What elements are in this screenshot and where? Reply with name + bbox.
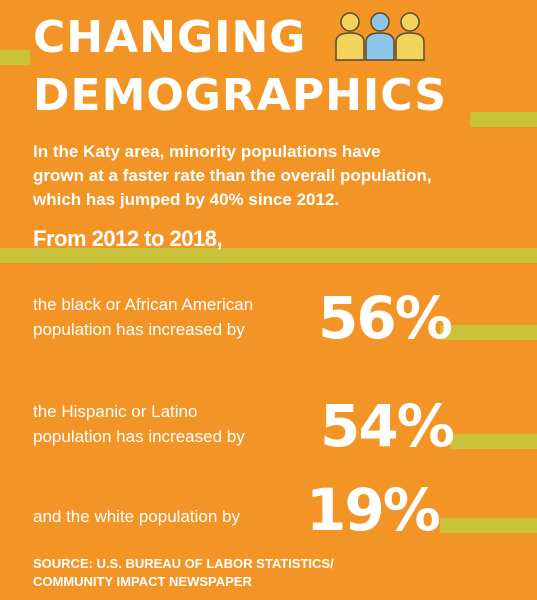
stat-text: population has increased by	[33, 320, 245, 339]
stripe	[0, 50, 30, 65]
intro-text: which has jumped by 40% since 2012.	[33, 190, 340, 209]
source: COMMUNITY IMPACT NEWSPAPER	[33, 574, 252, 589]
title: CHANGING	[33, 12, 307, 63]
stripe	[440, 518, 537, 533]
stat-text: the black or African American	[33, 295, 254, 314]
intro-text: In the Katy area, minority populations h…	[33, 142, 381, 161]
stripe	[450, 434, 537, 449]
title: DEMOGRAPHICS	[33, 70, 448, 121]
stat-text: the Hispanic or Latino	[33, 402, 198, 421]
stat-figure: 56%	[318, 284, 453, 352]
source: SOURCE: U.S. BUREAU OF LABOR STATISTICS/	[33, 556, 334, 571]
stat-text: and the white population by	[33, 507, 240, 526]
period: From 2012 to 2018,	[33, 226, 223, 251]
stat-text: population has increased by	[33, 427, 245, 446]
people-icon	[335, 12, 425, 61]
stripe	[470, 112, 537, 127]
stat-figure: 54%	[320, 392, 455, 460]
stripe	[440, 325, 537, 340]
intro-text: grown at a faster rate than the overall …	[33, 166, 432, 185]
stat-figure: 19%	[306, 476, 441, 544]
stripe	[0, 248, 537, 263]
